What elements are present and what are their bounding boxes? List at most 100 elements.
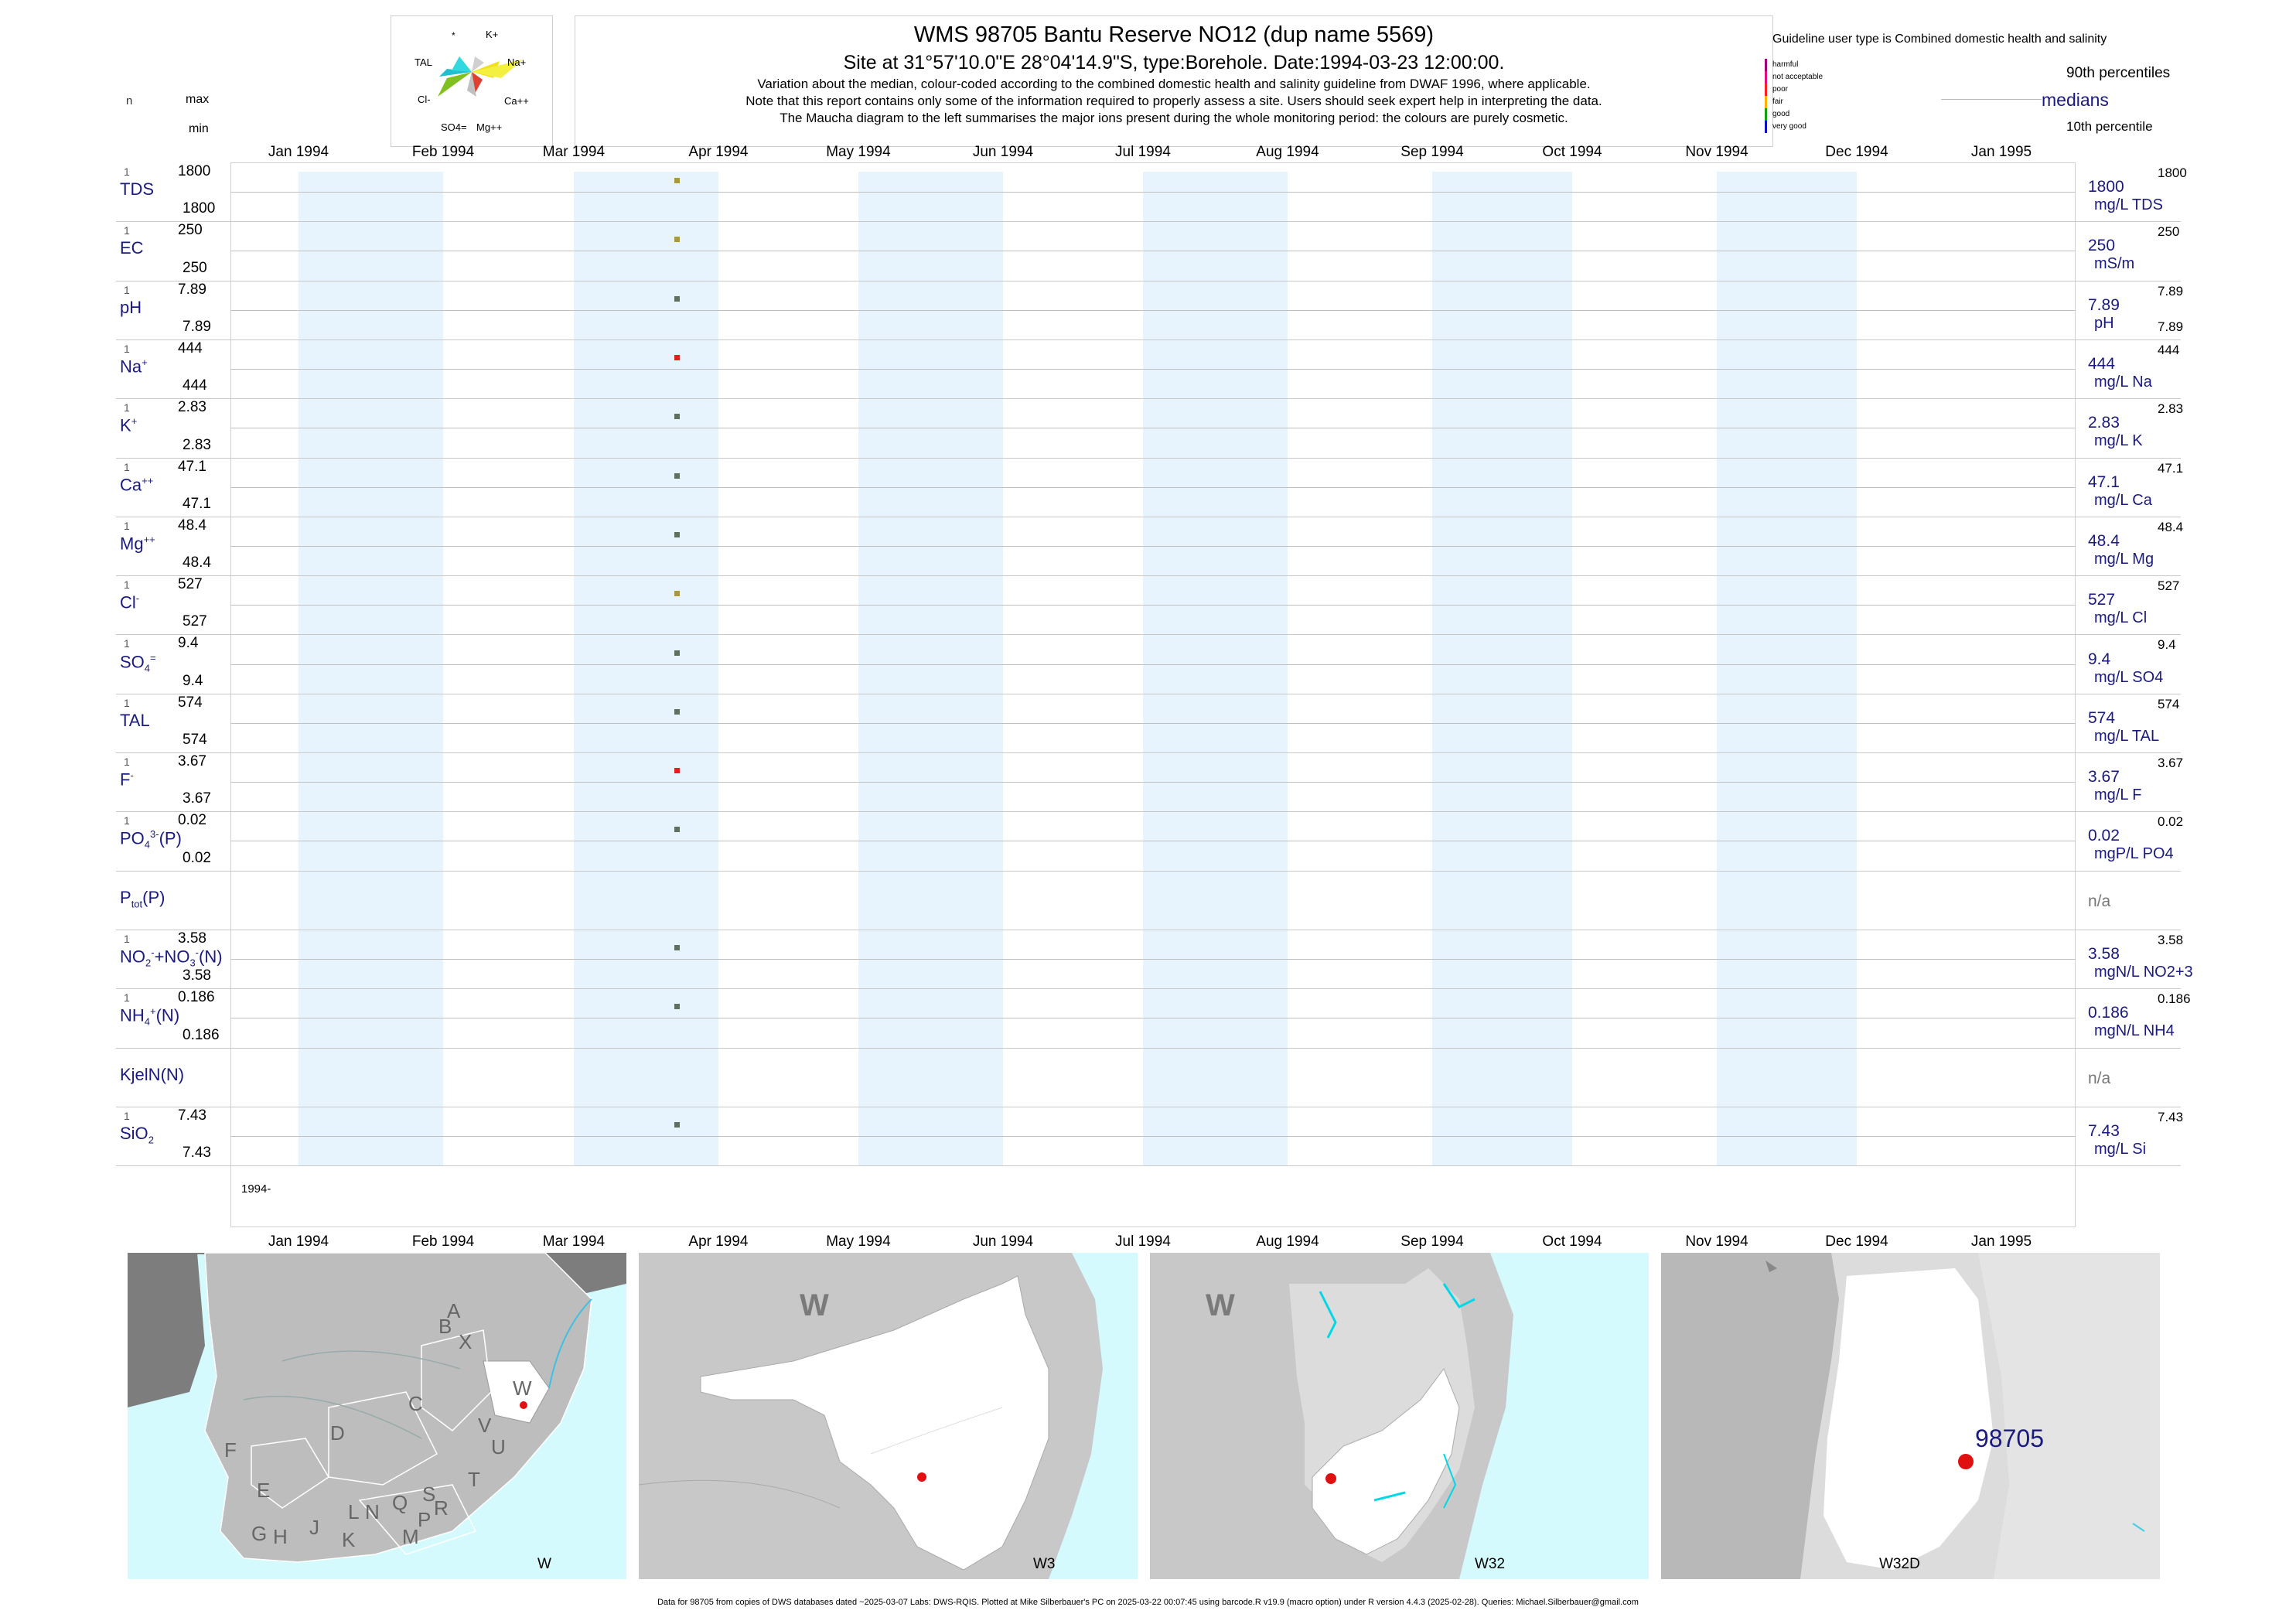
region-letter: F xyxy=(224,1438,237,1462)
region-letter: B xyxy=(438,1315,452,1338)
sample-point xyxy=(674,1121,680,1128)
legend-class-label: harmful xyxy=(1772,60,1799,69)
sample-count: 1 xyxy=(124,165,130,178)
p90-label: 90th percentiles xyxy=(2066,65,2171,81)
p90-value: 7.43 xyxy=(2158,1109,2184,1124)
median-line xyxy=(230,545,2076,547)
maucha-label-so4: SO4= xyxy=(441,121,467,133)
p90-value: 0.186 xyxy=(2158,991,2191,1007)
max-value: 444 xyxy=(178,339,203,357)
month-label-top: Jan 1995 xyxy=(1970,144,2032,160)
maucha-label-na: Na+ xyxy=(507,56,527,68)
p90-value: 527 xyxy=(2158,578,2180,594)
map-caption: W32 xyxy=(1475,1556,1506,1572)
min-value: 9.4 xyxy=(183,672,203,689)
page-title: WMS 98705 Bantu Reserve NO12 (dup name 5… xyxy=(913,22,1435,47)
region-letter: M xyxy=(402,1525,419,1548)
parameter-name: KjelN(N) xyxy=(120,1064,185,1084)
sample-count: 1 xyxy=(124,991,130,1005)
median-line xyxy=(230,664,2076,665)
min-value: 574 xyxy=(183,732,207,748)
maucha-diagram: * K+ TAL Na+ Cl- Ca++ SO4= Mg++ xyxy=(391,15,553,147)
max-value: 0.186 xyxy=(178,989,215,1006)
unit-label: mg/L TDS xyxy=(2094,196,2163,214)
sample-count: 1 xyxy=(124,756,130,768)
month-label-top: Apr 1994 xyxy=(688,144,749,160)
title-block: WMS 98705 Bantu Reserve NO12 (dup name 5… xyxy=(575,15,1773,147)
region-letter: D xyxy=(330,1421,345,1445)
median-line xyxy=(230,959,2076,960)
month-label-top: Oct 1994 xyxy=(1542,144,1602,160)
region-letter: A xyxy=(447,1299,461,1322)
region-letter: W xyxy=(800,1288,829,1322)
max-value: 574 xyxy=(178,694,203,711)
unit-label: mg/L Mg xyxy=(2094,550,2154,568)
unit-label: mg/L K xyxy=(2094,432,2143,450)
min-header: min xyxy=(189,122,209,135)
map-caption: W32D xyxy=(1879,1556,1920,1572)
unit-label: mg/L TAL xyxy=(2094,727,2160,745)
sample-point xyxy=(674,591,680,597)
sample-count: 1 xyxy=(124,519,130,532)
row-separator xyxy=(116,634,2181,636)
guideline-classes: harmful not acceptable poor fair good very go… xyxy=(1765,59,1858,144)
sample-point xyxy=(674,178,680,184)
min-value: 7.89 xyxy=(183,318,211,335)
plot-frame xyxy=(230,162,2076,1228)
unit-label: mgP/L PO4 xyxy=(2094,845,2174,863)
median-value: 3.58 xyxy=(2088,945,2120,964)
max-value: 250 xyxy=(178,222,203,239)
month-label-top: Feb 1994 xyxy=(411,144,475,160)
parameter-name: Mg++ xyxy=(120,533,155,554)
sample-point xyxy=(674,414,680,420)
row-separator xyxy=(116,221,2181,223)
max-value: 3.67 xyxy=(178,753,206,769)
barcode-chart: Jan 1994 Jan 1994 Feb 1994 Feb 1994 Mar 1994… xyxy=(116,144,2193,1250)
median-legend-line xyxy=(1941,99,2042,100)
sample-count: 1 xyxy=(124,637,130,650)
min-value: 47.1 xyxy=(183,495,211,512)
legend-color-bar xyxy=(1765,108,1767,121)
sample-point xyxy=(674,473,680,479)
parameter-name: TAL xyxy=(120,710,150,730)
sample-point xyxy=(674,355,680,361)
month-label-bottom: Mar 1994 xyxy=(542,1233,606,1250)
month-band xyxy=(1431,172,1572,1166)
max-value: 2.83 xyxy=(178,399,206,416)
min-value: 3.67 xyxy=(183,790,211,807)
max-value: 47.1 xyxy=(178,458,206,475)
p90-value: 3.67 xyxy=(2158,756,2184,770)
median-line xyxy=(230,782,2076,783)
median-line xyxy=(230,309,2076,311)
month-label-bottom: Jul 1994 xyxy=(1115,1233,1171,1250)
median-value: 48.4 xyxy=(2088,531,2120,550)
p10-value: 7.89 xyxy=(2158,319,2184,334)
p90-value: 444 xyxy=(2158,342,2180,357)
median-value: 574 xyxy=(2088,708,2116,727)
row-separator xyxy=(116,870,2181,872)
parameter-name: NO2-+NO3-(N) xyxy=(120,947,223,969)
n-header: n xyxy=(126,94,133,107)
p10-label: 10th percentile xyxy=(2066,119,2153,134)
min-value: 2.83 xyxy=(183,436,211,453)
median-value: n/a xyxy=(2088,892,2111,910)
min-value: 7.43 xyxy=(183,1145,211,1162)
note-line-1: Variation about the median, colour-coded… xyxy=(757,77,1591,91)
min-value: 0.02 xyxy=(183,849,211,866)
month-label-bottom: Oct 1994 xyxy=(1542,1233,1602,1250)
month-label-bottom: Jan 1995 xyxy=(1970,1233,2032,1250)
month-label-bottom: Apr 1994 xyxy=(688,1233,749,1250)
median-value: 0.02 xyxy=(2088,827,2120,845)
month-label-bottom: Dec 1994 xyxy=(1825,1233,1888,1250)
max-value: 0.02 xyxy=(178,812,206,829)
max-header: max xyxy=(186,93,210,106)
min-value: 527 xyxy=(183,613,207,630)
unit-label: mg/L F xyxy=(2094,786,2142,804)
median-value: 47.1 xyxy=(2088,473,2120,491)
month-label-top: Nov 1994 xyxy=(1685,144,1748,160)
p90-value: 0.02 xyxy=(2158,814,2184,830)
median-line xyxy=(230,1135,2076,1137)
region-letter: N xyxy=(365,1500,380,1523)
maucha-label-star: * xyxy=(452,30,455,41)
